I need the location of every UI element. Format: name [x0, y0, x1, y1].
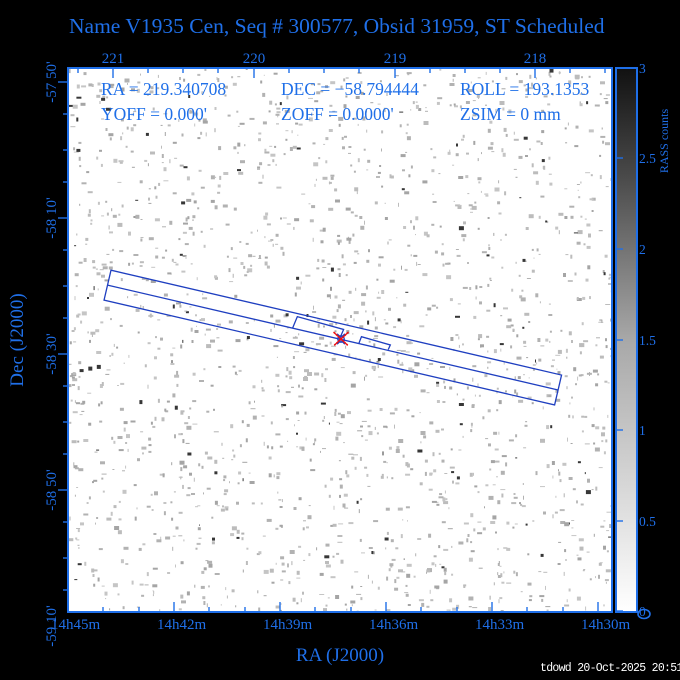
- svg-text:RASS counts: RASS counts: [657, 109, 671, 174]
- svg-text:3: 3: [639, 61, 646, 76]
- svg-text:1.5: 1.5: [639, 333, 656, 348]
- svg-text:0.5: 0.5: [639, 514, 656, 529]
- svg-text:220: 220: [243, 51, 266, 67]
- svg-text:Dec (J2000): Dec (J2000): [7, 293, 28, 386]
- svg-text:218: 218: [524, 51, 547, 67]
- svg-text:-58 10': -58 10': [44, 197, 60, 239]
- svg-text:ROLL = 193.1353: ROLL = 193.1353: [460, 79, 590, 99]
- svg-text:14h42m: 14h42m: [157, 617, 207, 633]
- svg-text:2: 2: [639, 242, 646, 257]
- svg-text:ZOFF = 0.0000': ZOFF = 0.0000': [281, 104, 394, 124]
- svg-text:2.5: 2.5: [639, 151, 656, 166]
- svg-text:14h45m: 14h45m: [51, 617, 101, 633]
- svg-text:14h30m: 14h30m: [581, 617, 631, 633]
- svg-text:-58 30': -58 30': [44, 333, 60, 375]
- svg-text:-57 50': -57 50': [44, 61, 60, 103]
- svg-text:DEC = −58.794444: DEC = −58.794444: [281, 79, 419, 99]
- svg-text:14h39m: 14h39m: [263, 617, 313, 633]
- svg-text:14h33m: 14h33m: [475, 617, 525, 633]
- svg-text:14h36m: 14h36m: [369, 617, 419, 633]
- svg-text:RA (J2000): RA (J2000): [296, 645, 384, 666]
- svg-text:219: 219: [384, 51, 407, 67]
- svg-text:tdowd 20-Oct-2025 20:51: tdowd 20-Oct-2025 20:51: [540, 662, 680, 675]
- svg-text:Name V1935 Cen, Seq # 300577,: Name V1935 Cen, Seq # 300577, Obsid 3195…: [69, 14, 605, 38]
- svg-text:RA = 219.340708: RA = 219.340708: [101, 79, 226, 99]
- svg-text:ZSIM = 0 mm: ZSIM = 0 mm: [460, 104, 561, 124]
- svg-text:YOFF = 0.000': YOFF = 0.000': [101, 104, 207, 124]
- svg-text:1: 1: [639, 423, 646, 438]
- svg-text:-58 50': -58 50': [44, 469, 60, 511]
- svg-text:221: 221: [102, 51, 125, 67]
